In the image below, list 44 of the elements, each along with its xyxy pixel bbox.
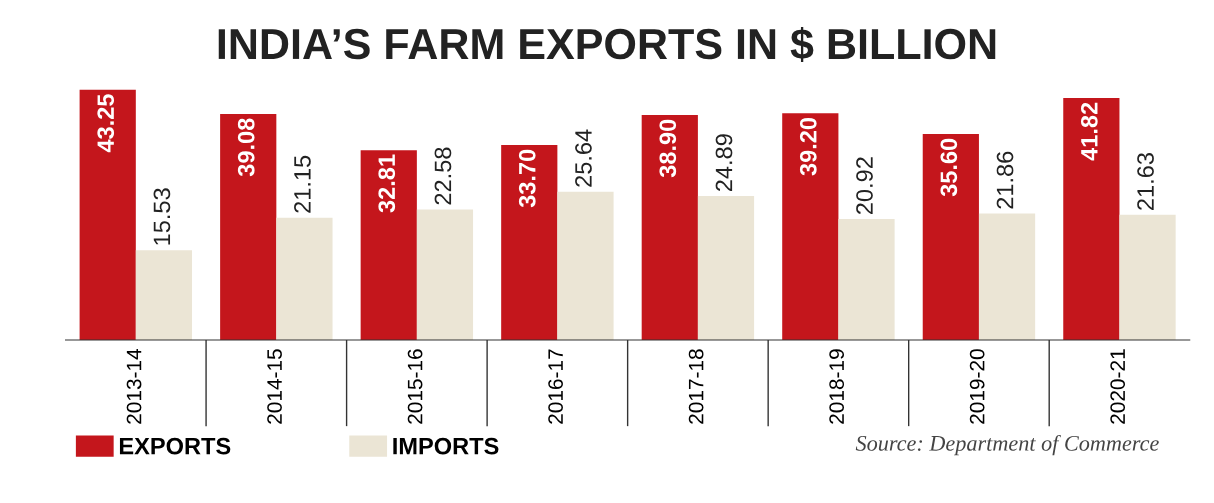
x-tick-label: 2018-19 — [829, 349, 845, 424]
data-label: 41.82 — [1080, 102, 1098, 161]
chart-title: INDIA’S FARM EXPORTS IN $ BILLION — [218, 26, 996, 63]
bar — [501, 145, 558, 341]
data-label: 22.58 — [434, 147, 452, 205]
bar — [641, 114, 698, 341]
data-label: 15.53 — [153, 188, 171, 245]
source-note: Source: Department of Commerce — [855, 434, 1159, 456]
data-label: 35.60 — [940, 138, 958, 197]
x-tick-label: 2014-15 — [267, 349, 282, 424]
data-label: 21.63 — [1137, 153, 1154, 210]
data-label: 20.92 — [856, 157, 873, 215]
bar — [135, 250, 193, 341]
x-tick-label: 2020-21 — [1110, 349, 1126, 424]
data-label: 43.25 — [97, 94, 115, 153]
legend-label: IMPORTS — [393, 437, 499, 455]
data-label: 39.20 — [799, 117, 817, 176]
data-label: 25.64 — [575, 129, 592, 187]
bar — [782, 113, 839, 341]
bar — [416, 209, 474, 341]
bar — [276, 217, 333, 341]
data-label: 39.08 — [237, 118, 255, 177]
x-tick-label: 2013-14 — [126, 348, 142, 424]
bar — [79, 89, 136, 341]
data-label: 33.70 — [518, 149, 536, 208]
bar — [1119, 214, 1176, 341]
bar — [1063, 98, 1120, 341]
bar — [838, 218, 895, 341]
data-label: 21.86 — [996, 151, 1014, 209]
legend-label: EXPORTS — [119, 437, 231, 455]
data-label: 21.15 — [294, 155, 311, 213]
bar — [360, 150, 417, 341]
bar — [922, 134, 979, 341]
bar — [978, 213, 1036, 341]
x-tick-label: 2016-17 — [548, 349, 563, 424]
bar — [697, 196, 755, 341]
data-label: 38.90 — [659, 119, 677, 178]
x-tick-label: 2017-18 — [688, 349, 704, 424]
bar — [220, 113, 277, 341]
data-label: 24.89 — [715, 134, 733, 192]
x-tick-label: 2015-16 — [407, 349, 423, 424]
bar — [557, 191, 614, 341]
x-tick-label: 2019-20 — [969, 349, 985, 424]
data-label: 32.81 — [378, 154, 396, 213]
